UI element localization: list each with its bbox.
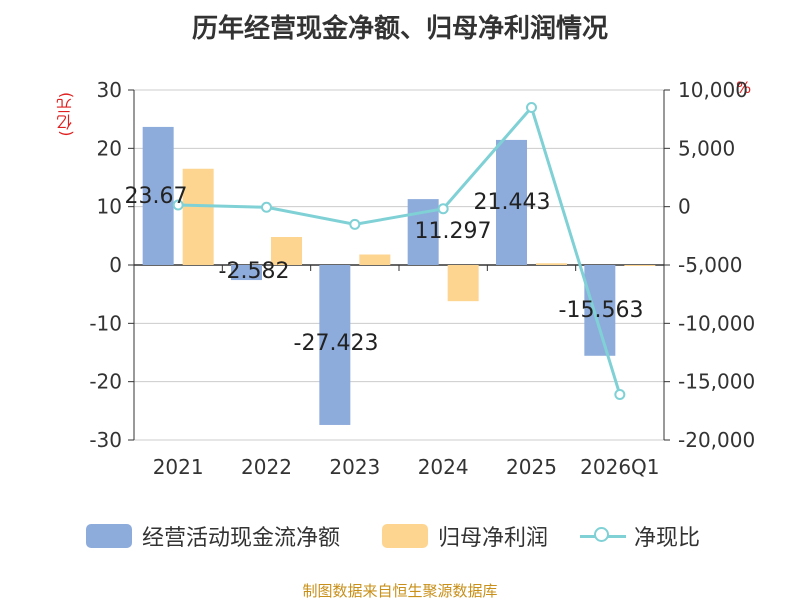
point-ratio — [172, 199, 184, 211]
y-right-tick-label: -5,000 — [678, 253, 742, 277]
legend-swatch-netprofit — [382, 524, 428, 548]
legend-swatch-ratio — [580, 524, 626, 548]
bar-cashflow — [496, 139, 527, 265]
y-left-tick-label: 10 — [97, 195, 122, 219]
legend-swatch-cashflow — [86, 524, 132, 548]
point-ratio — [261, 201, 272, 213]
bar-cashflow — [319, 265, 351, 425]
data-label-cashflow: 11.297 — [415, 219, 492, 244]
bar-netprofit — [182, 168, 214, 265]
point-ratio — [349, 218, 361, 230]
bar-netprofit — [447, 265, 479, 302]
data-label-cashflow: 23.67 — [125, 184, 188, 209]
y-right-tick-label: -15,000 — [678, 370, 755, 394]
data-label-cashflow: -2.582 — [219, 259, 290, 284]
x-tick-label: 2021 — [153, 455, 204, 479]
bar-cashflow — [231, 265, 262, 281]
line-ratio — [178, 104, 622, 395]
x-tick-label: 2022 — [241, 455, 292, 479]
legend-item-netprofit[interactable]: 归母净利润 — [382, 520, 548, 552]
y-right-tick-label: -20,000 — [678, 428, 755, 452]
legend-label-netprofit: 归母净利润 — [438, 526, 549, 551]
y-left-tick-label: 20 — [97, 136, 122, 160]
point-ratio — [437, 203, 449, 215]
bar-netprofit — [536, 263, 567, 265]
y-left-tick-label: -30 — [89, 428, 122, 452]
y-left-tick-label: -20 — [89, 370, 122, 394]
legend-label-cashflow: 经营活动现金流净额 — [142, 526, 341, 551]
y-right-unit-label: % — [736, 78, 752, 97]
y-left-tick-label: 0 — [109, 253, 122, 277]
legend-item-ratio[interactable]: 净现比 — [580, 520, 700, 552]
bar-netprofit — [359, 254, 391, 265]
bar-cashflow — [142, 126, 174, 265]
y-right-tick-label: 0 — [678, 195, 691, 219]
bar-netprofit — [624, 265, 656, 266]
x-tick-label: 2024 — [418, 455, 469, 479]
x-tick-label: 2023 — [329, 455, 380, 479]
source-note: 制图数据来自恒生聚源数据库 — [302, 582, 498, 600]
point-ratio — [614, 389, 626, 400]
data-label-cashflow: -15.563 — [559, 298, 644, 323]
legend-label-ratio: 净现比 — [634, 526, 701, 551]
y-right-tick-label: 10,000 — [678, 78, 748, 102]
y-left-tick-label: -10 — [89, 311, 122, 335]
x-tick-label: 2026Q1 — [580, 455, 659, 479]
y-left-tick-label: 30 — [97, 78, 122, 102]
chart-title: 历年经营现金净额、归母净利润情况 — [191, 14, 608, 44]
bar-cashflow — [584, 265, 616, 356]
bar-netprofit — [271, 237, 302, 265]
data-label-cashflow: 21.443 — [474, 190, 551, 215]
y-right-tick-label: 5,000 — [678, 136, 735, 160]
y-right-tick-label: -10,000 — [678, 311, 755, 335]
point-ratio — [526, 102, 537, 113]
data-label-cashflow: -27.423 — [294, 331, 379, 356]
x-tick-label: 2025 — [506, 455, 557, 479]
legend-item-cashflow[interactable]: 经营活动现金流净额 — [86, 520, 340, 552]
